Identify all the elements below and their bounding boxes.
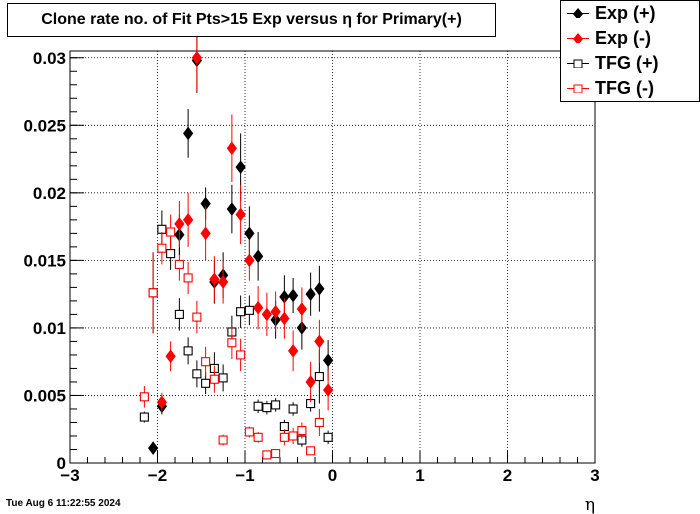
- legend-marker-icon: [573, 33, 583, 43]
- series-tfg-point: [244, 427, 254, 437]
- legend-label: TFG (-): [595, 78, 654, 98]
- x-tick-label: −1: [235, 466, 254, 485]
- series-exp-point: [200, 226, 211, 241]
- series-exp-point: [235, 160, 246, 175]
- series-tfg-point: [183, 273, 193, 283]
- series-exp-point: [314, 281, 325, 296]
- series-exp-point: [218, 275, 229, 289]
- series-exp-point: [253, 300, 264, 315]
- series-tfg-point: [201, 378, 211, 388]
- series-exp-point: [288, 288, 299, 303]
- series-tfg-point: [297, 426, 307, 436]
- y-tick-label: 0: [57, 454, 66, 473]
- series-exp-point: [148, 441, 159, 455]
- series-exp-point: [165, 349, 176, 364]
- series-tfg-point: [244, 305, 254, 315]
- series-tfg-point: [288, 431, 298, 441]
- series-tfg-point: [271, 400, 281, 410]
- legend-label: Exp (+): [595, 3, 656, 23]
- y-tick-label: 0.02: [33, 184, 66, 203]
- chart-title: Clone rate no. of Fit Pts>15 Exp versus …: [7, 3, 496, 37]
- x-tick-label: 3: [590, 466, 599, 485]
- x-tick-label: 1: [415, 466, 424, 485]
- plot-frame: [69, 50, 596, 464]
- series-tfg-point: [174, 259, 184, 269]
- chart-legend: Exp (+) Exp (-) TFG (+) TFG (-): [560, 0, 700, 102]
- x-axis-label: η: [585, 495, 595, 514]
- series-exp-point: [244, 226, 255, 241]
- y-tick-label: 0.01: [33, 319, 66, 338]
- series-tfg-point: [314, 371, 324, 382]
- series-tfg-point: [306, 446, 316, 456]
- series-exp-point: [279, 311, 290, 326]
- series-exp-point: [209, 272, 220, 287]
- series-exp-point: [226, 141, 237, 156]
- series-tfg-point: [192, 369, 202, 379]
- series-tfg-point: [323, 432, 333, 442]
- series-tfg-point: [279, 432, 289, 442]
- legend-entry: TFG (-): [561, 76, 700, 101]
- series-exp-point: [323, 383, 334, 397]
- series-exp-point: [253, 249, 264, 264]
- y-tick-label: 0.015: [23, 251, 66, 270]
- series-tfg-point: [183, 346, 193, 356]
- legend-label: TFG (+): [595, 53, 659, 73]
- series-exp-point: [296, 302, 307, 316]
- series-exp-point: [305, 375, 316, 389]
- series-tfg-point: [209, 374, 219, 384]
- series-exp-point: [191, 50, 202, 65]
- legend-label: Exp (-): [595, 28, 651, 48]
- series-exp-point: [305, 287, 316, 301]
- series-tfg-point: [314, 417, 324, 428]
- legend-entry: Exp (-): [561, 26, 700, 51]
- series-tfg-point: [253, 401, 263, 411]
- series-tfg-point: [271, 448, 281, 459]
- series-exp-point: [261, 307, 272, 322]
- series-tfg-point: [227, 338, 237, 348]
- series-exp-point: [244, 253, 255, 268]
- x-tick-label: −2: [148, 466, 167, 485]
- legend-marker-icon: [573, 59, 583, 68]
- legend-marker-icon: [573, 84, 583, 93]
- series-tfg-point: [139, 412, 149, 422]
- legend-marker-icon: [573, 8, 583, 18]
- series-tfg-point: [253, 432, 263, 442]
- series-exp-point: [156, 395, 167, 410]
- series-tfg-point: [262, 403, 272, 413]
- x-tick-label: 0: [328, 466, 337, 485]
- series-exp-point: [288, 344, 299, 358]
- legend-entry: TFG (+): [561, 51, 700, 76]
- series-tfg-point: [288, 404, 298, 414]
- legend-entry: Exp (+): [561, 1, 700, 26]
- series-tfg-point: [262, 450, 272, 460]
- series-tfg-point: [218, 373, 228, 383]
- series-exp-point: [323, 353, 334, 368]
- series-tfg-point: [236, 350, 246, 360]
- y-tick-label: 0.03: [33, 49, 66, 68]
- series-tfg-point: [157, 243, 167, 253]
- series-exp-point: [226, 202, 237, 216]
- y-tick-label: 0.005: [23, 386, 66, 405]
- series-tfg-point: [192, 312, 202, 322]
- series-exp-point: [174, 217, 185, 231]
- series-exp-point: [182, 126, 194, 141]
- series-tfg-point: [166, 227, 176, 237]
- series-tfg-point: [201, 357, 211, 367]
- series-exp-point: [183, 213, 194, 227]
- series-tfg-point: [139, 392, 149, 402]
- series-tfg-point: [148, 288, 158, 298]
- series-tfg-point: [174, 309, 184, 319]
- series-exp-point: [235, 207, 246, 222]
- series-tfg-point: [218, 435, 228, 445]
- timestamp: Tue Aug 6 11:22:55 2024: [6, 498, 121, 509]
- series-tfg-point: [236, 307, 246, 317]
- y-tick-label: 0.025: [23, 116, 66, 135]
- series-exp-point: [270, 304, 281, 319]
- series-tfg-point: [166, 249, 176, 259]
- series-exp-point: [314, 334, 325, 349]
- x-tick-label: −3: [60, 466, 79, 485]
- x-tick-label: 2: [503, 466, 512, 485]
